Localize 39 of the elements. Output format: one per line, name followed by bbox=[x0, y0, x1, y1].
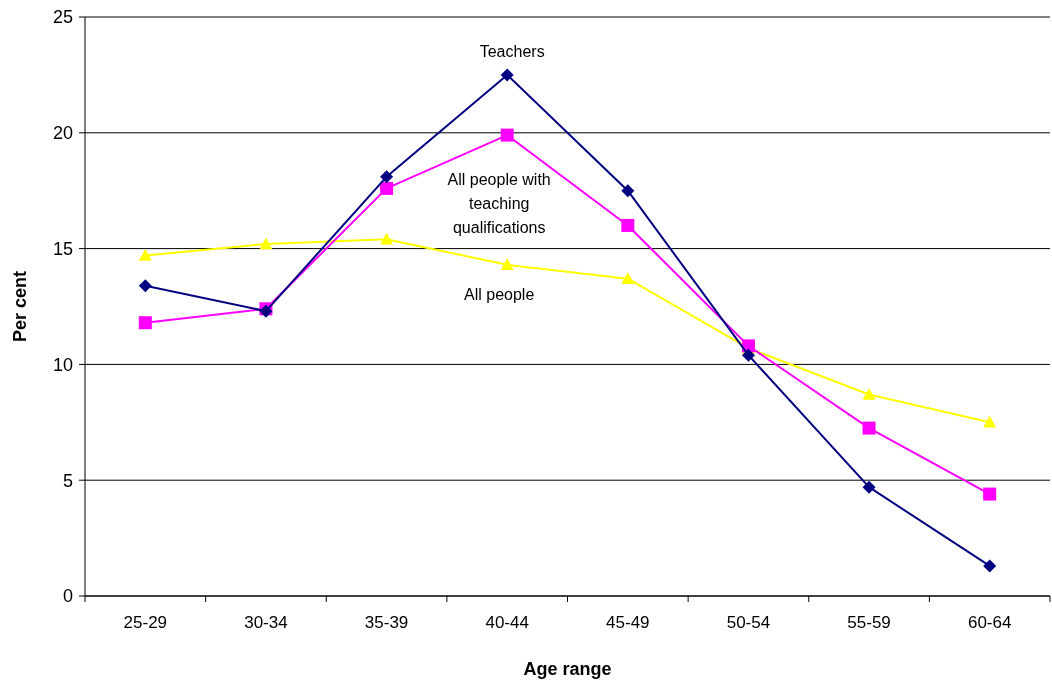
point bbox=[862, 480, 876, 494]
point bbox=[621, 184, 635, 198]
point bbox=[380, 232, 394, 245]
point bbox=[983, 487, 997, 501]
y-tick-label: 15 bbox=[52, 238, 73, 259]
y-tick-label: 20 bbox=[52, 123, 73, 144]
y-tick-label: 5 bbox=[62, 470, 73, 491]
x-axis-title: Age range bbox=[523, 659, 612, 679]
x-tick-label: 30-34 bbox=[244, 613, 288, 632]
point bbox=[621, 272, 635, 284]
series-label: All people bbox=[464, 285, 535, 303]
point bbox=[983, 559, 997, 573]
x-tick-label: 60-64 bbox=[967, 613, 1012, 632]
point bbox=[983, 415, 997, 428]
x-tick-label: 50-54 bbox=[726, 613, 771, 632]
point bbox=[500, 258, 514, 271]
series-label: Teachers bbox=[479, 42, 545, 60]
point bbox=[138, 249, 152, 261]
x-tick-label: 55-59 bbox=[847, 613, 891, 632]
x-tick-label: 25-29 bbox=[123, 613, 168, 632]
y-tick-label: 0 bbox=[62, 586, 73, 607]
x-tick-label: 40-44 bbox=[485, 613, 529, 632]
series-label: All people with teaching qualifications bbox=[447, 171, 551, 237]
x-tick-label: 45-49 bbox=[606, 613, 650, 632]
point bbox=[741, 348, 755, 362]
point bbox=[380, 170, 394, 184]
y-axis-title: Per cent bbox=[10, 270, 30, 343]
point bbox=[862, 421, 876, 435]
point bbox=[621, 218, 635, 232]
x-tick-label: 35-39 bbox=[364, 613, 409, 632]
y-tick-label: 10 bbox=[52, 354, 73, 375]
point bbox=[500, 68, 514, 82]
point bbox=[138, 316, 152, 330]
point bbox=[259, 237, 273, 250]
point bbox=[380, 181, 394, 195]
point bbox=[500, 128, 514, 142]
point bbox=[862, 388, 876, 400]
point bbox=[138, 279, 152, 293]
y-tick-label: 25 bbox=[52, 7, 73, 28]
